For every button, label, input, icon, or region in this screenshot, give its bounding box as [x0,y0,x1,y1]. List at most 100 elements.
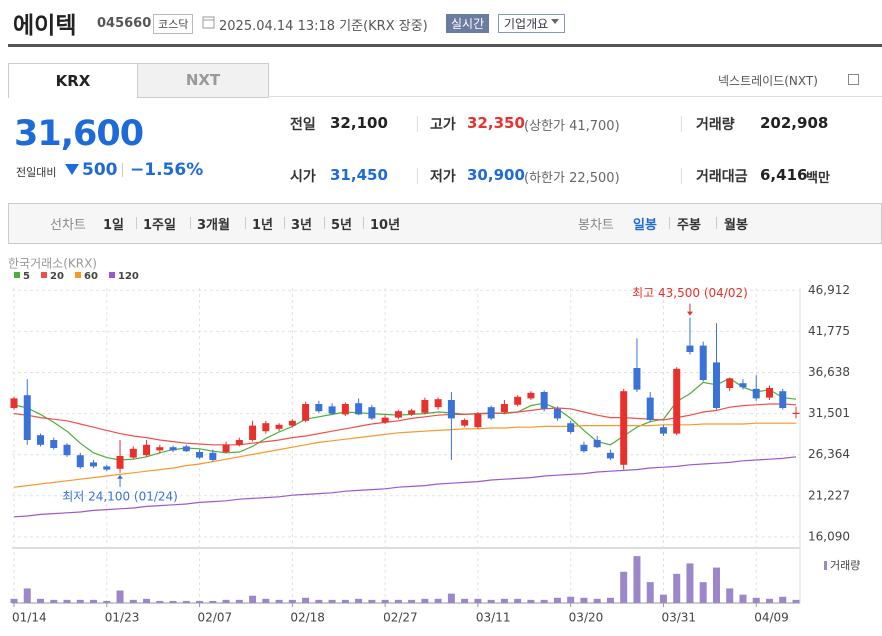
period-button[interactable]: 1년 [252,218,274,233]
candle-period-button[interactable]: 월봉 [724,218,748,233]
candle-body [222,444,230,452]
volume-bar [315,599,323,603]
candle-body [262,423,270,432]
volume-bar [659,594,667,603]
volume-bar [143,598,151,603]
header-rule [8,44,882,47]
period-bar [8,203,882,244]
period-button[interactable]: 1일 [103,218,125,233]
volume-bar [620,571,628,603]
candle-body [196,452,204,458]
volume-bar [196,600,204,603]
x-tick-label: 03/20 [569,611,604,625]
candle-body [182,446,190,452]
candle-body [156,447,164,451]
candle-body [461,420,469,426]
volume-bar [275,599,283,603]
candle-body [646,397,654,420]
tab-krx[interactable]: KRX [8,63,138,98]
volume-bar [116,590,124,603]
candle-period-button[interactable]: 주봉 [677,218,701,233]
separator [122,163,123,177]
candle-body [169,447,177,451]
change: 500 [82,160,118,180]
candle-body [209,452,217,460]
nxt-link[interactable]: 넥스트레이드(NXT) [718,74,818,88]
column-divider [681,116,682,132]
legend-label: 20 [50,271,64,282]
volume-bar [37,598,45,603]
candle-body [527,392,535,399]
candle-body [434,399,442,408]
candle-body [606,452,614,459]
candle-body [275,424,283,429]
candle-body [421,400,429,413]
candle-body [553,408,561,419]
separator [716,217,717,229]
moving-average-line [13,377,797,461]
candle-body [63,444,71,456]
volume-bar [262,598,270,603]
moving-average-line [13,422,796,488]
volume-bar [699,582,707,603]
volume-bar [90,599,98,603]
stat-label: 시가 [290,169,316,185]
volume-bar [63,599,71,603]
volume-bar [10,598,18,603]
help-icon[interactable] [848,74,859,85]
separator [324,217,325,229]
volume-bar [580,597,588,603]
y-tick-label: 16,090 [808,529,850,543]
y-tick-label: 31,501 [808,406,850,420]
candle-body [103,466,111,470]
candle-body [249,425,257,440]
candle-body [580,444,588,452]
candle-body [712,362,720,408]
candle-body [129,448,137,458]
volume-bar [779,596,787,603]
volume-bar [726,588,734,603]
change-label: 전일대비 [16,166,57,179]
candle-body [50,440,58,448]
period-button[interactable]: 3개월 [197,218,230,233]
volume-bar [474,598,482,603]
source-label: 한국거래소(KRX) [8,257,97,271]
period-button[interactable]: 3년 [291,218,313,233]
stock-code: 045660 [97,16,152,31]
volume-bar [593,598,601,603]
company-info-button[interactable]: 기업개요 [498,14,566,33]
volume-bar [646,582,654,603]
column-divider [681,168,682,184]
candle-body [659,427,667,434]
volume-bar [500,598,508,603]
stat-value: 32,350 [467,114,525,132]
volume-bar [673,573,681,603]
stat-limit: (상한가 41,700) [524,119,620,134]
x-tick-label: 02/18 [290,611,325,625]
x-tick-label: 02/07 [198,611,233,625]
candle-body [368,407,376,419]
candle-body [90,462,98,467]
legend-swatch [41,272,47,278]
volume-bar [408,599,416,603]
candle-period-button[interactable]: 일봉 [633,218,657,233]
volume-bar [567,596,575,603]
candle-body [726,378,734,388]
period-button[interactable]: 5년 [331,218,353,233]
volume-bar [381,599,389,603]
period-button[interactable]: 1주일 [143,218,176,233]
tab-nxt[interactable]: NXT [137,63,269,98]
dropdown-caret [551,19,559,24]
period-button[interactable]: 10년 [370,218,401,233]
y-tick-label: 36,638 [808,365,850,379]
plot: 한국거래소(KRX)5 20 60 120 46,912 41,775 36,638 31,5… [8,257,860,625]
candle-body [355,403,363,415]
separator [284,217,285,229]
volume-label: 거래량 [830,559,860,572]
realtime-button[interactable]: 실시간 [446,14,490,33]
arrow-head [117,474,124,479]
separator [363,217,364,229]
x-tick-label: 02/27 [383,611,418,625]
down-arrow [65,164,79,175]
candle-body [315,404,323,412]
